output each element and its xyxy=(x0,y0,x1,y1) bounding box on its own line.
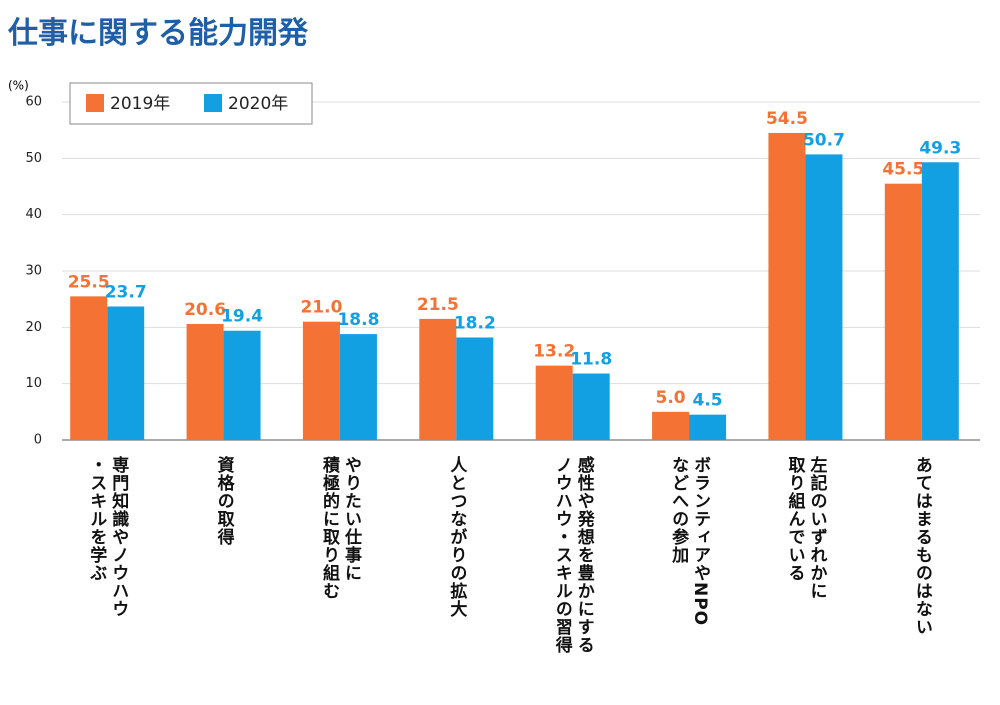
value-label: 54.5 xyxy=(766,109,808,129)
legend-box xyxy=(69,82,313,125)
legend-label: 2020年 xyxy=(228,94,288,114)
bar xyxy=(768,132,806,440)
y-tick-label: 50 xyxy=(25,151,42,166)
y-tick-label: 20 xyxy=(25,320,42,335)
y-tick-label: 10 xyxy=(25,376,42,391)
x-tick-label: 人とつながりの拡大 xyxy=(446,456,467,618)
y-tick-label: 0 xyxy=(34,433,42,448)
bar xyxy=(107,306,145,440)
bar xyxy=(572,373,610,440)
y-tick-label: 30 xyxy=(25,264,42,279)
x-tick-label: 左記のいずれかに 取り組んでいる xyxy=(784,456,827,600)
x-tick-label: ボランティアやNPO などへの参加 xyxy=(668,456,711,627)
bar xyxy=(652,411,690,440)
legend-label: 2019年 xyxy=(110,94,170,114)
value-label: 49.3 xyxy=(919,138,961,158)
bar xyxy=(70,296,108,440)
legend-swatch xyxy=(204,94,222,112)
bar xyxy=(339,334,377,440)
bar xyxy=(302,321,340,440)
bar xyxy=(689,414,727,440)
value-label: 21.0 xyxy=(300,298,342,318)
value-label: 4.5 xyxy=(693,391,723,411)
value-label: 11.8 xyxy=(570,350,612,370)
x-tick-label: あてはまるものはない xyxy=(911,456,932,636)
x-tick-label: やりたい仕事に 積極的に取り組む xyxy=(318,456,361,600)
bar xyxy=(884,183,922,440)
legend-swatch xyxy=(86,94,104,112)
x-tick-label: 資格の取得 xyxy=(213,456,234,546)
value-label: 5.0 xyxy=(656,388,686,408)
x-tick-label: 専門知識やノウハウ ・スキルを学ぶ xyxy=(86,456,129,618)
value-label: 25.5 xyxy=(68,272,110,292)
bar xyxy=(535,365,573,440)
value-label: 50.7 xyxy=(803,130,845,150)
value-label: 23.7 xyxy=(105,282,147,302)
y-tick-label: 60 xyxy=(25,95,42,110)
value-label: 19.4 xyxy=(221,307,263,327)
bar xyxy=(805,154,843,440)
bar xyxy=(419,318,457,440)
bar xyxy=(223,330,261,440)
y-tick-label: 40 xyxy=(25,207,42,222)
value-label: 18.2 xyxy=(454,313,496,333)
value-label: 20.6 xyxy=(184,300,226,320)
unit-label: (%) xyxy=(8,79,29,93)
bar xyxy=(921,162,959,440)
chart-title: 仕事に関する能力開発 xyxy=(8,16,308,51)
x-tick-label: 感性や発想を豊かにする ノウハウ・スキルの習得 xyxy=(551,456,594,654)
bar xyxy=(456,337,494,440)
value-label: 45.5 xyxy=(882,160,924,180)
bar xyxy=(186,323,224,440)
value-label: 18.8 xyxy=(337,310,379,330)
value-label: 21.5 xyxy=(417,295,459,315)
value-label: 13.2 xyxy=(533,342,575,362)
